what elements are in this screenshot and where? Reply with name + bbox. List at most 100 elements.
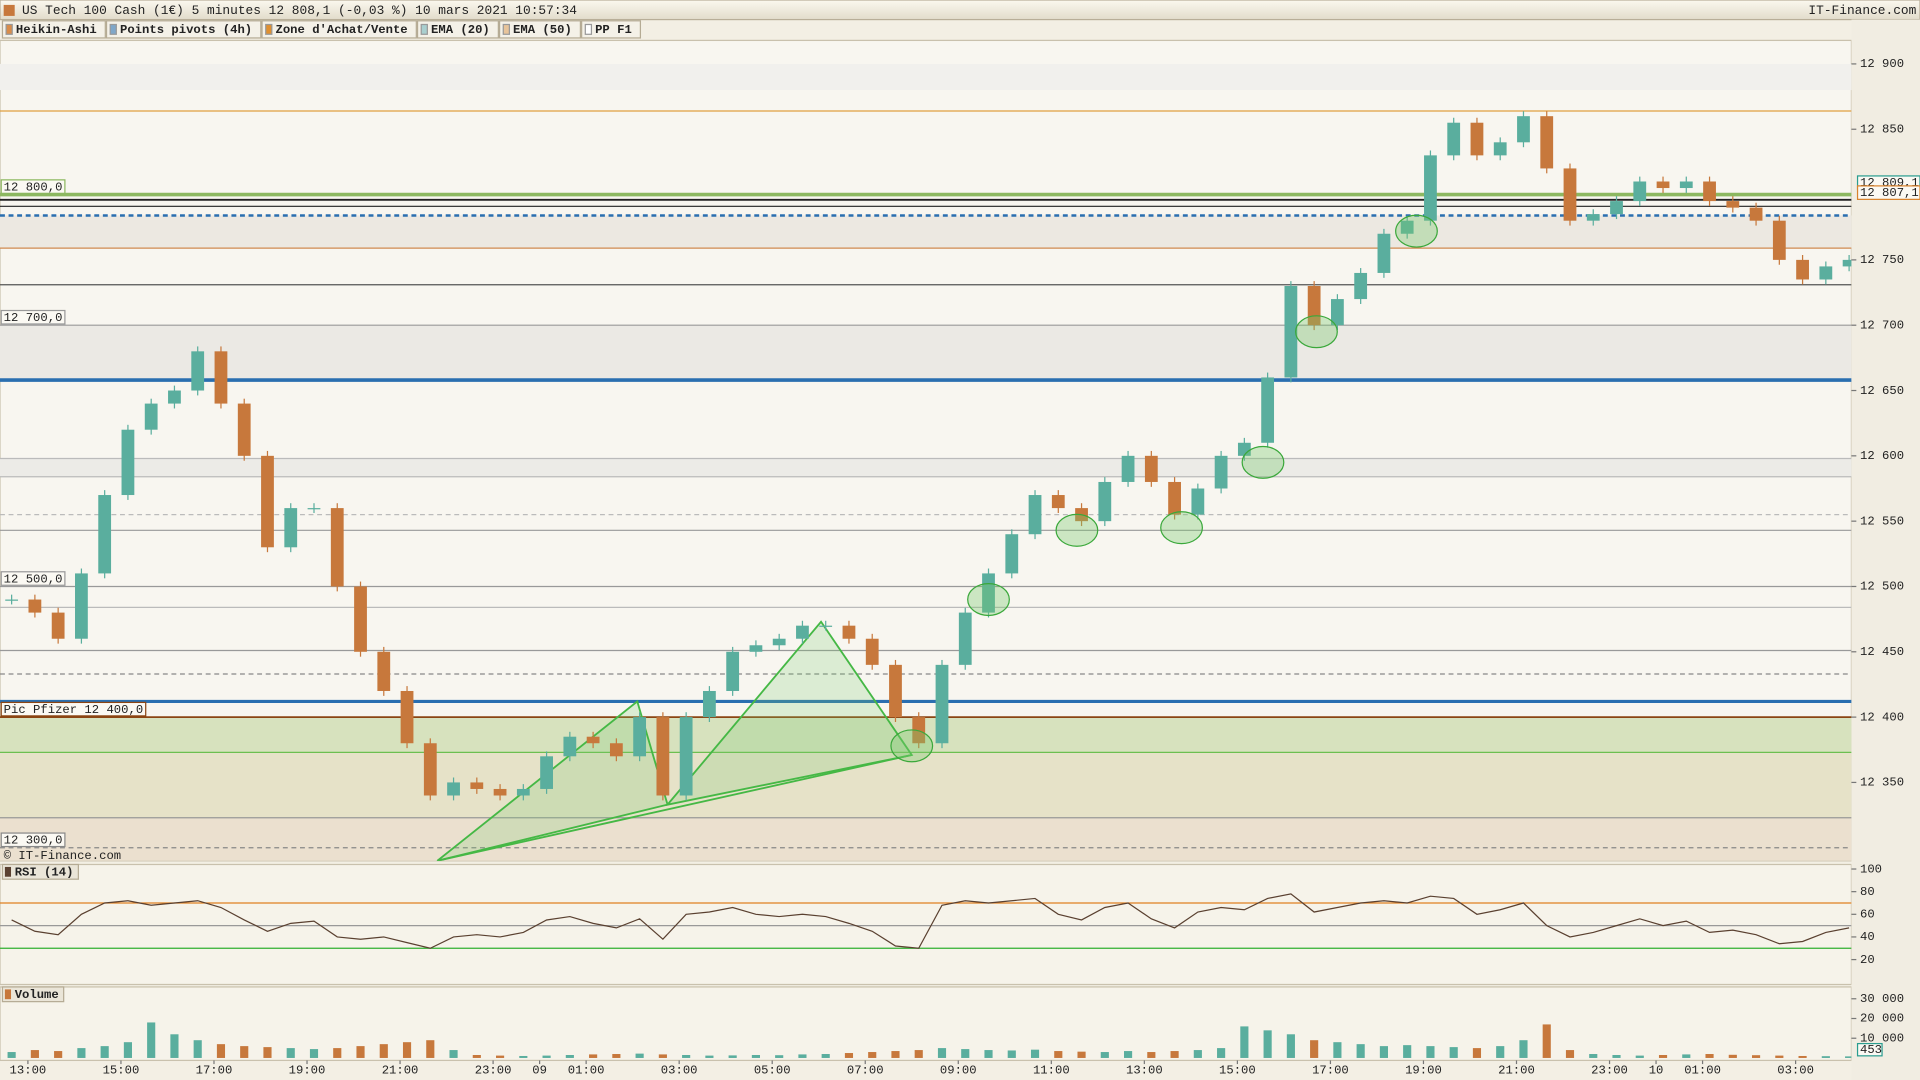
candle-body [1051,495,1065,509]
candle-body [1842,259,1852,267]
volume-bar [496,1055,505,1058]
volume-layer [7,1022,1852,1058]
candle-body [1261,377,1275,443]
highlight-circle [967,583,1010,617]
volume-bar [1100,1052,1109,1058]
x-tick-label: 19:00 [1405,1063,1442,1077]
header-bar [0,0,1920,21]
candle-body [354,586,367,652]
y-tick-label: 12 400 [1860,710,1904,724]
y-tick-label: 12 450 [1860,645,1904,659]
volume-bar [751,1055,760,1058]
indicator-button[interactable] [498,20,582,39]
y-tick-label: 12 350 [1860,776,1904,790]
last-volume-label: 453 [1860,1043,1882,1057]
candle-body [1354,272,1368,300]
candle-body [586,736,600,744]
candle-body [447,782,460,796]
highlight-circle [1241,445,1285,479]
volume-bar [123,1042,132,1058]
candle-body [1586,214,1600,221]
candle-body [865,638,879,665]
candle-body [656,717,670,796]
volume-bar [658,1054,667,1058]
y-tick-label: 20 000 [1860,1012,1904,1026]
volume-panel [0,986,1853,1062]
candle-body [1424,155,1437,221]
volume-bar [1751,1055,1761,1058]
candle-body [28,599,42,613]
volume-bar [100,1046,109,1058]
volume-bar [961,1049,970,1058]
zone [0,817,1852,861]
panel-title-swatch [4,866,12,877]
volume-bar [1542,1024,1551,1058]
highlight-circle [1395,214,1438,248]
indicator-swatch [420,23,428,35]
volume-bar [821,1054,830,1058]
indicator-label: EMA (20) [431,23,490,37]
indicator-button[interactable] [105,20,262,39]
indicator-button[interactable] [581,20,642,39]
candle-body [1168,481,1181,515]
volume-bar [379,1044,388,1058]
indicator-label: EMA (50) [513,23,572,37]
x-tick-label: 11:00 [1033,1063,1070,1077]
candle-body [703,690,716,718]
x-tick-label: 23:00 [475,1063,512,1077]
volume-bar [1728,1054,1737,1058]
candle-body [889,664,902,718]
y-tick-label: 12 700 [1860,318,1904,332]
volume-bar [1426,1046,1435,1058]
panel-title-swatch [4,989,12,1000]
candle-body [1191,488,1205,515]
x-tick-label: 10 [1649,1063,1664,1077]
volume-bar [1123,1051,1133,1058]
volume-bar [519,1055,528,1058]
volume-bar [1286,1034,1295,1058]
y-tick-label: 12 600 [1860,449,1904,463]
site-name: IT-Finance.com [1808,3,1916,18]
volume-bar [1170,1051,1179,1058]
candle-body [1540,116,1554,169]
candle-body [1726,201,1740,208]
pattern [437,754,912,861]
volume-bar [170,1034,179,1058]
volume-bar [1705,1054,1714,1058]
x-tick-label: 17:00 [1312,1063,1349,1077]
candle-body [772,638,786,646]
candle-body [1121,455,1135,482]
app-icon [3,4,15,16]
panel-title-box [1,863,79,880]
indicator-button[interactable] [416,20,499,39]
volume-bar [426,1040,435,1058]
volume-bar [1054,1051,1063,1058]
y-tick-label: 12 550 [1860,514,1904,528]
volume-bar [589,1054,598,1058]
volume-bar [1310,1040,1319,1058]
candle-body [749,645,763,652]
y-tick-label: 100 [1860,862,1882,876]
volume-bar [309,1049,319,1058]
indicator-button[interactable] [261,20,417,39]
highlight-circle [1295,315,1338,349]
volume-bar [1635,1055,1644,1058]
rsi-layer [0,893,1852,949]
volume-bar [1496,1046,1505,1058]
level-label-box [0,701,147,717]
rsi-panel [0,863,1853,986]
volume-bar [240,1046,249,1058]
volume-bar [1403,1045,1412,1058]
indicator-button[interactable] [1,20,106,39]
volume-bar [356,1046,365,1058]
volume-bar [844,1053,854,1058]
candle-body [842,625,856,639]
volume-bar [472,1055,481,1058]
volume-bar [286,1048,295,1058]
level-label-box [0,179,66,194]
volume-bar [612,1054,621,1058]
volume-bar [1217,1048,1226,1058]
candle-body [75,573,88,639]
candle-body [1284,286,1298,378]
rsi-line [11,893,1850,949]
